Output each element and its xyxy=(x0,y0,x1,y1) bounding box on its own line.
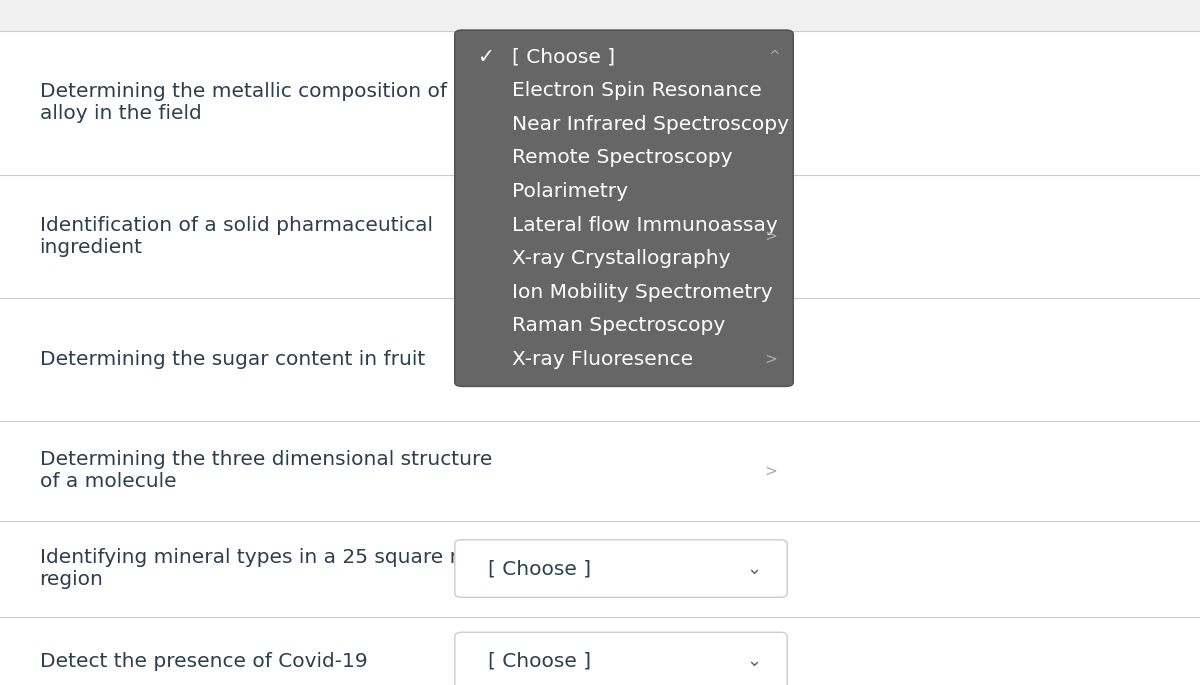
Text: Electron Spin Resonance: Electron Spin Resonance xyxy=(512,82,762,100)
FancyBboxPatch shape xyxy=(0,175,1200,298)
FancyBboxPatch shape xyxy=(0,421,1200,521)
FancyBboxPatch shape xyxy=(0,31,1200,175)
Text: >: > xyxy=(764,352,776,367)
Text: Lateral flow Immunoassay: Lateral flow Immunoassay xyxy=(512,216,778,234)
Text: Ion Mobility Spectrometry: Ion Mobility Spectrometry xyxy=(512,283,773,301)
Text: [ Choose ]: [ Choose ] xyxy=(488,559,592,578)
FancyBboxPatch shape xyxy=(0,521,1200,616)
Text: Determining the three dimensional structure
of a molecule: Determining the three dimensional struct… xyxy=(40,451,492,491)
FancyBboxPatch shape xyxy=(455,540,787,597)
Text: >: > xyxy=(764,229,776,244)
Text: Determining the metallic composition of an
alloy in the field: Determining the metallic composition of … xyxy=(40,82,479,123)
Text: Determining the sugar content in fruit: Determining the sugar content in fruit xyxy=(40,350,425,369)
FancyBboxPatch shape xyxy=(455,632,787,685)
Text: X-ray Crystallography: X-ray Crystallography xyxy=(512,249,731,268)
Text: >: > xyxy=(764,464,776,478)
FancyBboxPatch shape xyxy=(0,298,1200,421)
Text: ⌄: ⌄ xyxy=(746,560,761,577)
Text: Remote Spectroscopy: Remote Spectroscopy xyxy=(512,149,733,167)
Text: Polarimetry: Polarimetry xyxy=(512,182,629,201)
Text: Near Infrared Spectroscopy: Near Infrared Spectroscopy xyxy=(512,115,790,134)
Text: [ Choose ]: [ Choose ] xyxy=(512,48,616,66)
Text: X-ray Fluoresence: X-ray Fluoresence xyxy=(512,350,694,369)
Text: Detect the presence of Covid-19: Detect the presence of Covid-19 xyxy=(40,651,367,671)
Text: ^: ^ xyxy=(768,50,780,64)
FancyBboxPatch shape xyxy=(455,30,793,386)
FancyBboxPatch shape xyxy=(0,616,1200,685)
Text: Identification of a solid pharmaceutical
ingredient: Identification of a solid pharmaceutical… xyxy=(40,216,433,257)
Text: ⌄: ⌄ xyxy=(746,652,761,670)
Text: Identifying mineral types in a 25 square mile
region: Identifying mineral types in a 25 square… xyxy=(40,548,492,589)
Text: [ Choose ]: [ Choose ] xyxy=(488,651,592,671)
Text: Raman Spectroscopy: Raman Spectroscopy xyxy=(512,316,726,335)
Text: ✓: ✓ xyxy=(478,48,494,66)
